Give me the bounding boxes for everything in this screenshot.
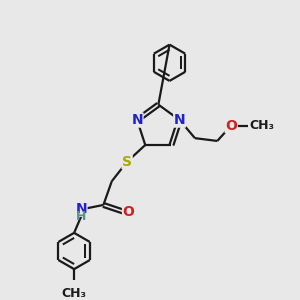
Text: O: O (123, 205, 134, 219)
Text: N: N (75, 202, 87, 216)
Text: H: H (76, 210, 86, 223)
Text: CH₃: CH₃ (249, 119, 274, 132)
Text: CH₃: CH₃ (61, 287, 87, 300)
Text: N: N (131, 113, 143, 127)
Text: N: N (174, 113, 185, 127)
Text: S: S (122, 155, 132, 169)
Text: O: O (225, 118, 237, 133)
